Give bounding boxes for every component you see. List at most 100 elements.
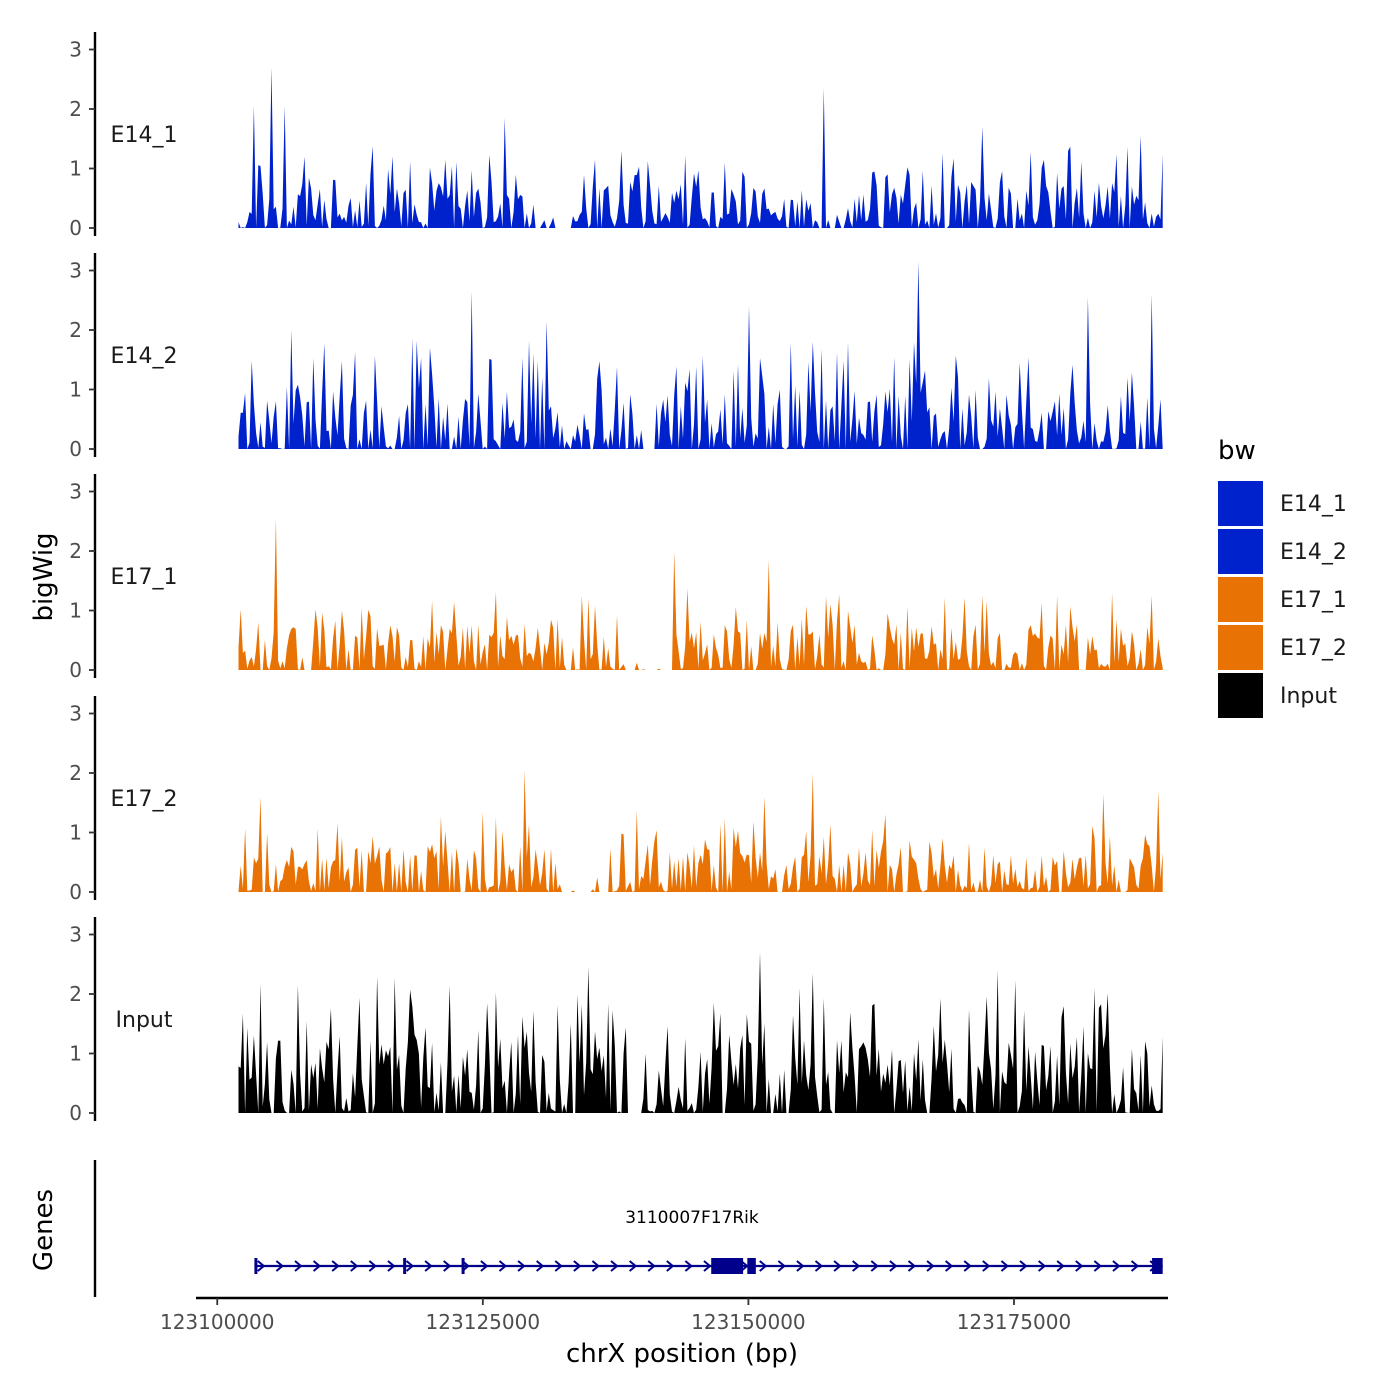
x-tick-label: 123125000 [426, 1310, 541, 1334]
exon [403, 1258, 407, 1274]
strand-arrow-icon [1075, 1260, 1084, 1272]
y-tick-label: 3 [69, 480, 82, 504]
legend-key-E17_1 [1218, 577, 1263, 622]
exon [254, 1258, 258, 1274]
strand-arrow-icon [294, 1260, 303, 1272]
signal-tracks: 0 1 2 3 E14_1 0 1 2 3 E14_2 0 1 2 3 E17_1 0 1 2 3 E17_2 0 1 2 3… [69, 32, 1163, 1125]
track-label: E14_1 [111, 123, 178, 148]
exon [1152, 1258, 1163, 1274]
track-label: Input [116, 1008, 173, 1033]
legend-label: E14_2 [1280, 540, 1347, 565]
exon [747, 1258, 756, 1274]
y-tick-label: 2 [69, 318, 82, 342]
strand-arrow-icon [777, 1260, 786, 1272]
strand-arrow-icon [944, 1260, 954, 1272]
strand-arrow-icon [368, 1260, 377, 1272]
x-tick-label: 123150000 [691, 1310, 806, 1334]
strand-arrow-icon [443, 1260, 452, 1272]
strand-arrow-icon [684, 1260, 693, 1272]
y-tick-label: 3 [69, 38, 82, 62]
strand-arrow-icon [312, 1260, 322, 1272]
track-label: E14_2 [111, 344, 178, 369]
y-tick-label: 0 [69, 1101, 82, 1125]
x-axis: 123100000 123125000 123150000 123175000 [160, 1296, 1168, 1334]
y-tick-label: 0 [69, 658, 82, 682]
strand-arrow-icon [740, 1260, 749, 1272]
strand-arrow-icon [257, 1260, 266, 1272]
strand-arrow-icon [1019, 1260, 1028, 1272]
strand-arrow-icon [870, 1260, 879, 1272]
y-tick-label: 1 [69, 1042, 82, 1066]
legend-label: E14_1 [1280, 492, 1347, 517]
strand-arrow-icon [573, 1260, 582, 1272]
legend-title: bw [1218, 436, 1256, 466]
track-label: E17_1 [111, 565, 178, 590]
signal-area-E17_1 [238, 518, 1163, 670]
strand-arrow-icon [424, 1260, 433, 1272]
track-E14_2: 0 1 2 3 E14_2 [69, 253, 1163, 461]
x-tick-label: 123175000 [957, 1310, 1072, 1334]
x-tick-label: 123100000 [160, 1310, 275, 1334]
strand-arrow-icon [926, 1260, 935, 1272]
track-E17_2: 0 1 2 3 E17_2 [69, 696, 1163, 904]
y-tick-label: 2 [69, 539, 82, 563]
y-tick-label: 1 [69, 378, 82, 402]
strand-arrow-icon [387, 1260, 396, 1272]
signal-area-E17_2 [238, 770, 1163, 892]
strand-arrow-icon [628, 1260, 638, 1272]
strand-arrow-icon [1037, 1260, 1047, 1272]
y-tick-label: 3 [69, 702, 82, 726]
legend: bw E14_1 E14_2 E17_1 E17_2 Input [1218, 436, 1347, 718]
track-E14_1: 0 1 2 3 E14_1 [69, 32, 1163, 240]
strand-arrow-icon [480, 1260, 489, 1272]
strand-arrow-icon [1112, 1260, 1121, 1272]
strand-arrow-icon [591, 1260, 600, 1272]
strand-arrow-icon [517, 1260, 526, 1272]
strand-arrow-icon [331, 1260, 340, 1272]
track-label: E17_2 [111, 787, 178, 812]
y-tick-label: 0 [69, 216, 82, 240]
legend-key-Input [1218, 673, 1263, 718]
strand-arrow-icon [1000, 1260, 1009, 1272]
legend-key-E14_1 [1218, 481, 1263, 526]
strand-arrow-icon [963, 1260, 972, 1272]
strand-arrow-icon [833, 1260, 842, 1272]
legend-label: Input [1280, 684, 1337, 709]
strand-arrow-icon [405, 1260, 415, 1272]
y-axis-title: bigWig [29, 532, 59, 621]
y-tick-label: 0 [69, 437, 82, 461]
y-tick-label: 2 [69, 982, 82, 1006]
exon [461, 1258, 465, 1274]
strand-arrow-icon [275, 1260, 284, 1272]
strand-arrow-icon [647, 1260, 656, 1272]
strand-arrow-icon [554, 1260, 563, 1272]
strand-arrow-icon [350, 1260, 359, 1272]
strand-arrow-icon [796, 1260, 805, 1272]
legend-label: E17_2 [1280, 636, 1347, 661]
strand-arrow-icon [852, 1260, 861, 1272]
y-tick-label: 3 [69, 259, 82, 283]
signal-area-Input [238, 952, 1163, 1113]
strand-arrow-icon [666, 1260, 675, 1272]
strand-arrow-icon [536, 1260, 545, 1272]
legend-key-E14_2 [1218, 529, 1263, 574]
y-tick-label: 0 [69, 880, 82, 904]
strand-arrow-icon [1093, 1260, 1102, 1272]
strand-arrow-icon [1130, 1260, 1140, 1272]
exon [711, 1258, 744, 1274]
gene-track: 3110007F17Rik [93, 1160, 1163, 1297]
signal-area-E14_2 [238, 261, 1163, 449]
y-tick-label: 2 [69, 97, 82, 121]
strand-arrow-icon [889, 1260, 898, 1272]
strand-arrow-icon [498, 1260, 508, 1272]
track-Input: 0 1 2 3 Input [69, 917, 1163, 1125]
track-E17_1: 0 1 2 3 E17_1 [69, 474, 1163, 682]
strand-arrow-icon [759, 1260, 768, 1272]
strand-arrow-icon [814, 1260, 824, 1272]
strand-arrow-icon [982, 1260, 991, 1272]
x-axis-title: chrX position (bp) [566, 1339, 798, 1369]
y-tick-label: 1 [69, 157, 82, 181]
legend-label: E17_1 [1280, 588, 1347, 613]
